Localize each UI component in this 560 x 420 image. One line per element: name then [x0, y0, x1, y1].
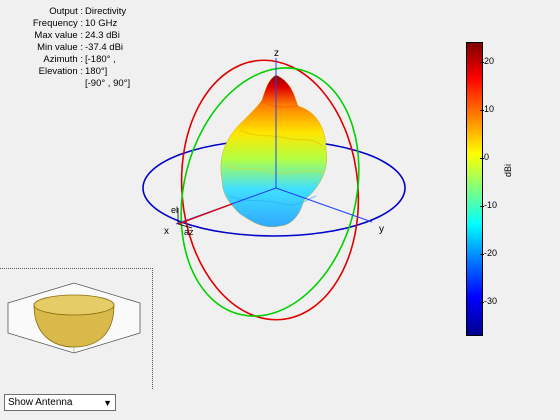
colorbar [466, 42, 483, 336]
elevation-range: [-90° , 90°] [85, 78, 131, 89]
x-axis-label: x [164, 226, 169, 237]
colorbar-tick: 10 [479, 104, 495, 114]
reflector-bowl [33, 304, 115, 348]
antenna-preview-graphic [7, 282, 141, 354]
azimuth-label: Azimuth : [43, 54, 83, 65]
colorbar-tick: -20 [479, 248, 498, 258]
show-antenna-selected: Show Antenna [8, 397, 73, 408]
colorbar-tick: -30 [479, 296, 498, 306]
chevron-down-icon[interactable]: ▼ [103, 398, 112, 408]
azimuth-value: [-180° , [85, 54, 116, 65]
azimuth-direction-line [177, 203, 233, 225]
min-value: -37.4 dBi [85, 42, 124, 53]
min-label: Min value : [37, 42, 83, 53]
output-value: Directivity [85, 6, 127, 17]
azimuth-label: az [184, 227, 194, 237]
max-label: Max value : [34, 30, 83, 41]
max-value: 24.3 dBi [85, 30, 120, 41]
antenna-preview [0, 268, 153, 389]
colorbar-tick: 20 [479, 56, 495, 66]
frequency-value: 10 GHz [85, 18, 118, 29]
y-axis-label: y [379, 224, 384, 235]
colorbar-tick: 0 [479, 152, 490, 162]
elevation-label: Elevation : [38, 66, 83, 77]
colorbar-unit: dBi [503, 163, 513, 177]
show-antenna-dropdown[interactable]: Show Antenna ▼ [4, 394, 116, 411]
colorbar-tick: -10 [479, 200, 498, 210]
directivity-lobe [220, 74, 327, 228]
elevation-value: 180°] [85, 66, 108, 77]
z-axis-label: z [274, 48, 279, 59]
frequency-label: Frequency : [32, 18, 83, 29]
reflector-rim [33, 294, 115, 316]
y-axis [275, 187, 373, 223]
output-label: Output : [49, 6, 83, 17]
elevation-label: el [171, 205, 178, 215]
pattern-info-panel: Output : Directivity Frequency :10 GHz Ma… [0, 6, 130, 90]
elevation-circle-yz [180, 67, 360, 317]
azimuth-indicator-line [177, 223, 193, 229]
